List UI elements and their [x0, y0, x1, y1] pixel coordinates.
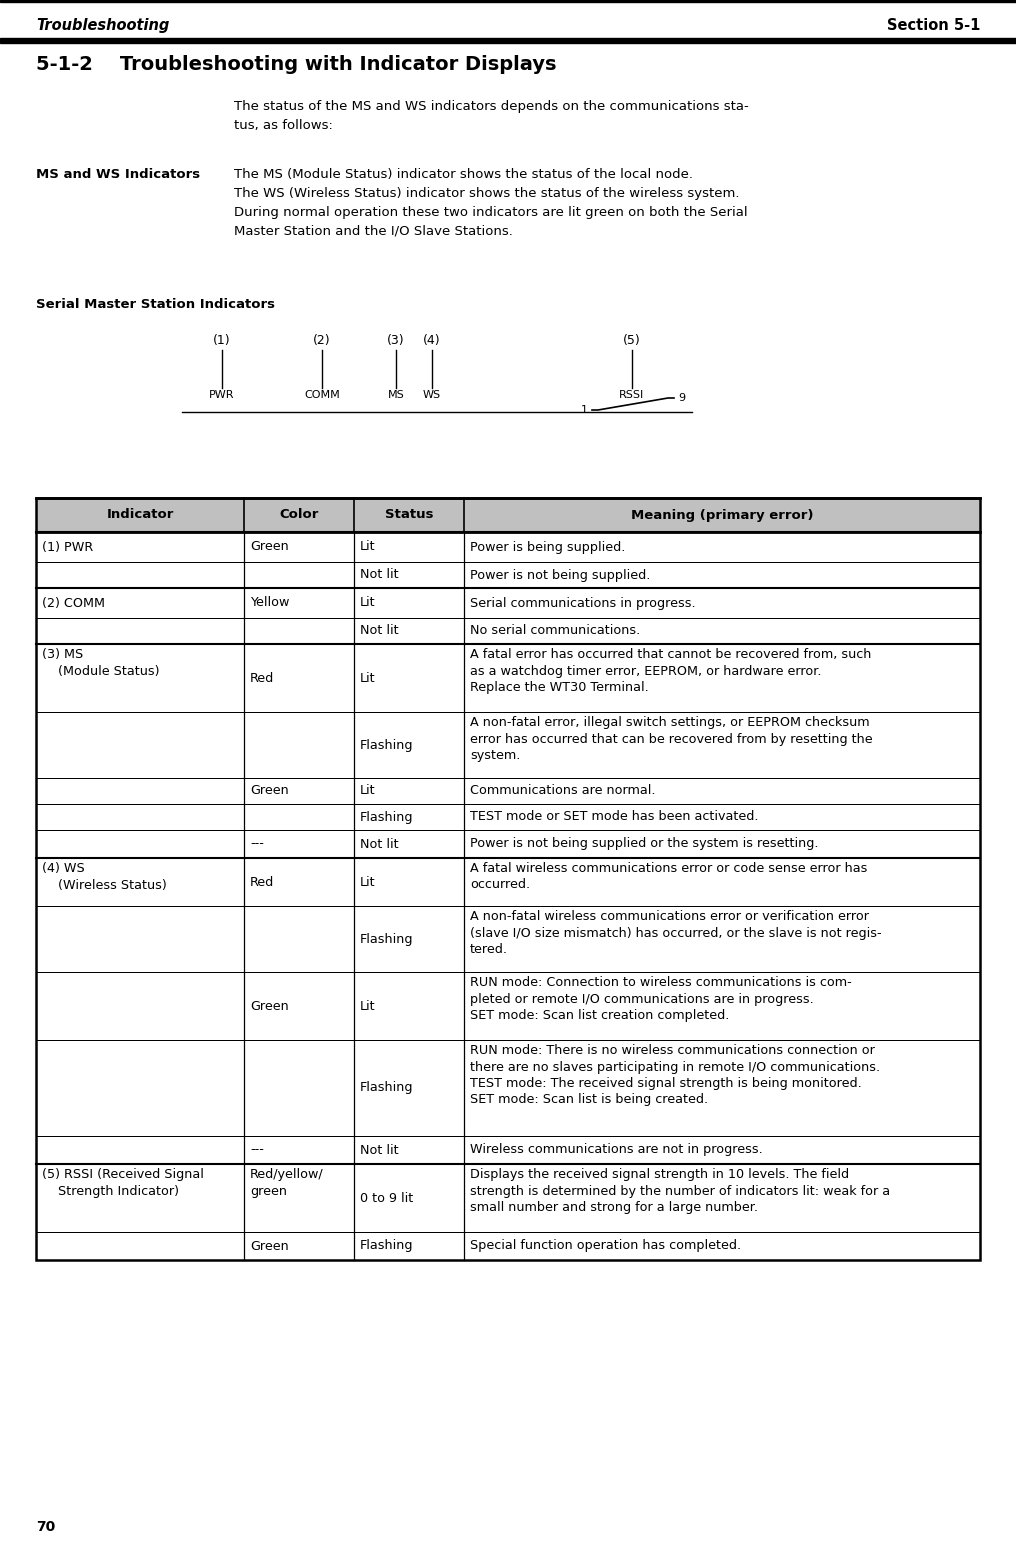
Text: Power is not being supplied.: Power is not being supplied. [470, 568, 650, 582]
Text: MS and WS Indicators: MS and WS Indicators [36, 168, 200, 181]
Text: (2) COMM: (2) COMM [42, 597, 105, 609]
Text: 5-1-2    Troubleshooting with Indicator Displays: 5-1-2 Troubleshooting with Indicator Dis… [36, 56, 557, 74]
Bar [0, 39, 1016, 43]
Text: Not lit: Not lit [360, 568, 398, 582]
Text: Not lit: Not lit [360, 1143, 398, 1157]
Text: Color: Color [279, 509, 319, 522]
Text: Yellow: Yellow [250, 597, 290, 609]
Text: Flashing: Flashing [360, 1082, 414, 1094]
Text: Serial communications in progress.: Serial communications in progress. [470, 597, 696, 609]
Text: TEST mode or SET mode has been activated.: TEST mode or SET mode has been activated… [470, 810, 759, 824]
Text: Lit: Lit [360, 597, 376, 609]
Text: 70: 70 [36, 1520, 55, 1534]
Text: (5): (5) [623, 333, 641, 347]
Text: No serial communications.: No serial communications. [470, 625, 640, 637]
Text: Power is being supplied.: Power is being supplied. [470, 540, 626, 554]
Text: Flashing: Flashing [360, 1239, 414, 1253]
Text: (4): (4) [424, 333, 441, 347]
Text: A non-fatal error, illegal switch settings, or EEPROM checksum
error has occurre: A non-fatal error, illegal switch settin… [470, 716, 873, 762]
Text: Section 5-1: Section 5-1 [887, 19, 980, 32]
Text: Lit: Lit [360, 784, 376, 798]
Text: (2): (2) [313, 333, 331, 347]
Text: Special function operation has completed.: Special function operation has completed… [470, 1239, 741, 1253]
Text: ---: --- [250, 838, 264, 850]
Text: Lit: Lit [360, 1000, 376, 1012]
Text: A non-fatal wireless communications error or verification error
(slave I/O size : A non-fatal wireless communications erro… [470, 910, 882, 957]
Text: RUN mode: Connection to wireless communications is com-
pleted or remote I/O com: RUN mode: Connection to wireless communi… [470, 977, 851, 1021]
Text: (3): (3) [387, 333, 404, 347]
Text: Not lit: Not lit [360, 838, 398, 850]
Text: Lit: Lit [360, 671, 376, 685]
Text: (4) WS
    (Wireless Status): (4) WS (Wireless Status) [42, 863, 167, 892]
Text: Green: Green [250, 784, 289, 798]
Text: Serial Master Station Indicators: Serial Master Station Indicators [36, 298, 275, 312]
Text: WS: WS [423, 390, 441, 400]
Text: (1) PWR: (1) PWR [42, 540, 93, 554]
Text: Green: Green [250, 1239, 289, 1253]
Text: Red/yellow/
green: Red/yellow/ green [250, 1168, 324, 1197]
Text: PWR: PWR [209, 390, 235, 400]
Text: Not lit: Not lit [360, 625, 398, 637]
Text: 1: 1 [581, 404, 588, 415]
Text: Meaning (primary error): Meaning (primary error) [631, 509, 813, 522]
Text: Green: Green [250, 540, 289, 554]
Text: Flashing: Flashing [360, 739, 414, 751]
Text: Troubleshooting: Troubleshooting [36, 19, 170, 32]
Text: Wireless communications are not in progress.: Wireless communications are not in progr… [470, 1143, 763, 1157]
Text: Flashing: Flashing [360, 810, 414, 824]
Text: A fatal error has occurred that cannot be recovered from, such
as a watchdog tim: A fatal error has occurred that cannot b… [470, 648, 872, 694]
Text: RSSI: RSSI [620, 390, 644, 400]
Text: MS: MS [388, 390, 404, 400]
Text: Lit: Lit [360, 875, 376, 889]
Text: RUN mode: There is no wireless communications connection or
there are no slaves : RUN mode: There is no wireless communica… [470, 1045, 880, 1106]
Text: Power is not being supplied or the system is resetting.: Power is not being supplied or the syste… [470, 838, 819, 850]
Text: COMM: COMM [304, 390, 340, 400]
Bar [36, 498, 980, 1261]
Text: Displays the received signal strength in 10 levels. The field
strength is determ: Displays the received signal strength in… [470, 1168, 890, 1214]
Text: (1): (1) [213, 333, 231, 347]
Text: Indicator: Indicator [107, 509, 174, 522]
Text: ---: --- [250, 1143, 264, 1157]
Text: The status of the MS and WS indicators depends on the communications sta-
tus, a: The status of the MS and WS indicators d… [234, 100, 749, 133]
Text: The MS (Module Status) indicator shows the status of the local node.
The WS (Wir: The MS (Module Status) indicator shows t… [234, 168, 748, 238]
Text: Status: Status [385, 509, 433, 522]
Text: (5) RSSI (Received Signal
    Strength Indicator): (5) RSSI (Received Signal Strength Indic… [42, 1168, 204, 1197]
Bar [36, 498, 980, 532]
Text: 9: 9 [678, 393, 685, 403]
Text: A fatal wireless communications error or code sense error has
occurred.: A fatal wireless communications error or… [470, 863, 868, 892]
Text: Red: Red [250, 875, 274, 889]
Text: 0 to 9 lit: 0 to 9 lit [360, 1191, 414, 1205]
Bar [0, 0, 1016, 2]
Text: (3) MS
    (Module Status): (3) MS (Module Status) [42, 648, 160, 677]
Text: Lit: Lit [360, 540, 376, 554]
Text: Red: Red [250, 671, 274, 685]
Text: Green: Green [250, 1000, 289, 1012]
Text: Flashing: Flashing [360, 932, 414, 946]
Text: Communications are normal.: Communications are normal. [470, 784, 655, 798]
